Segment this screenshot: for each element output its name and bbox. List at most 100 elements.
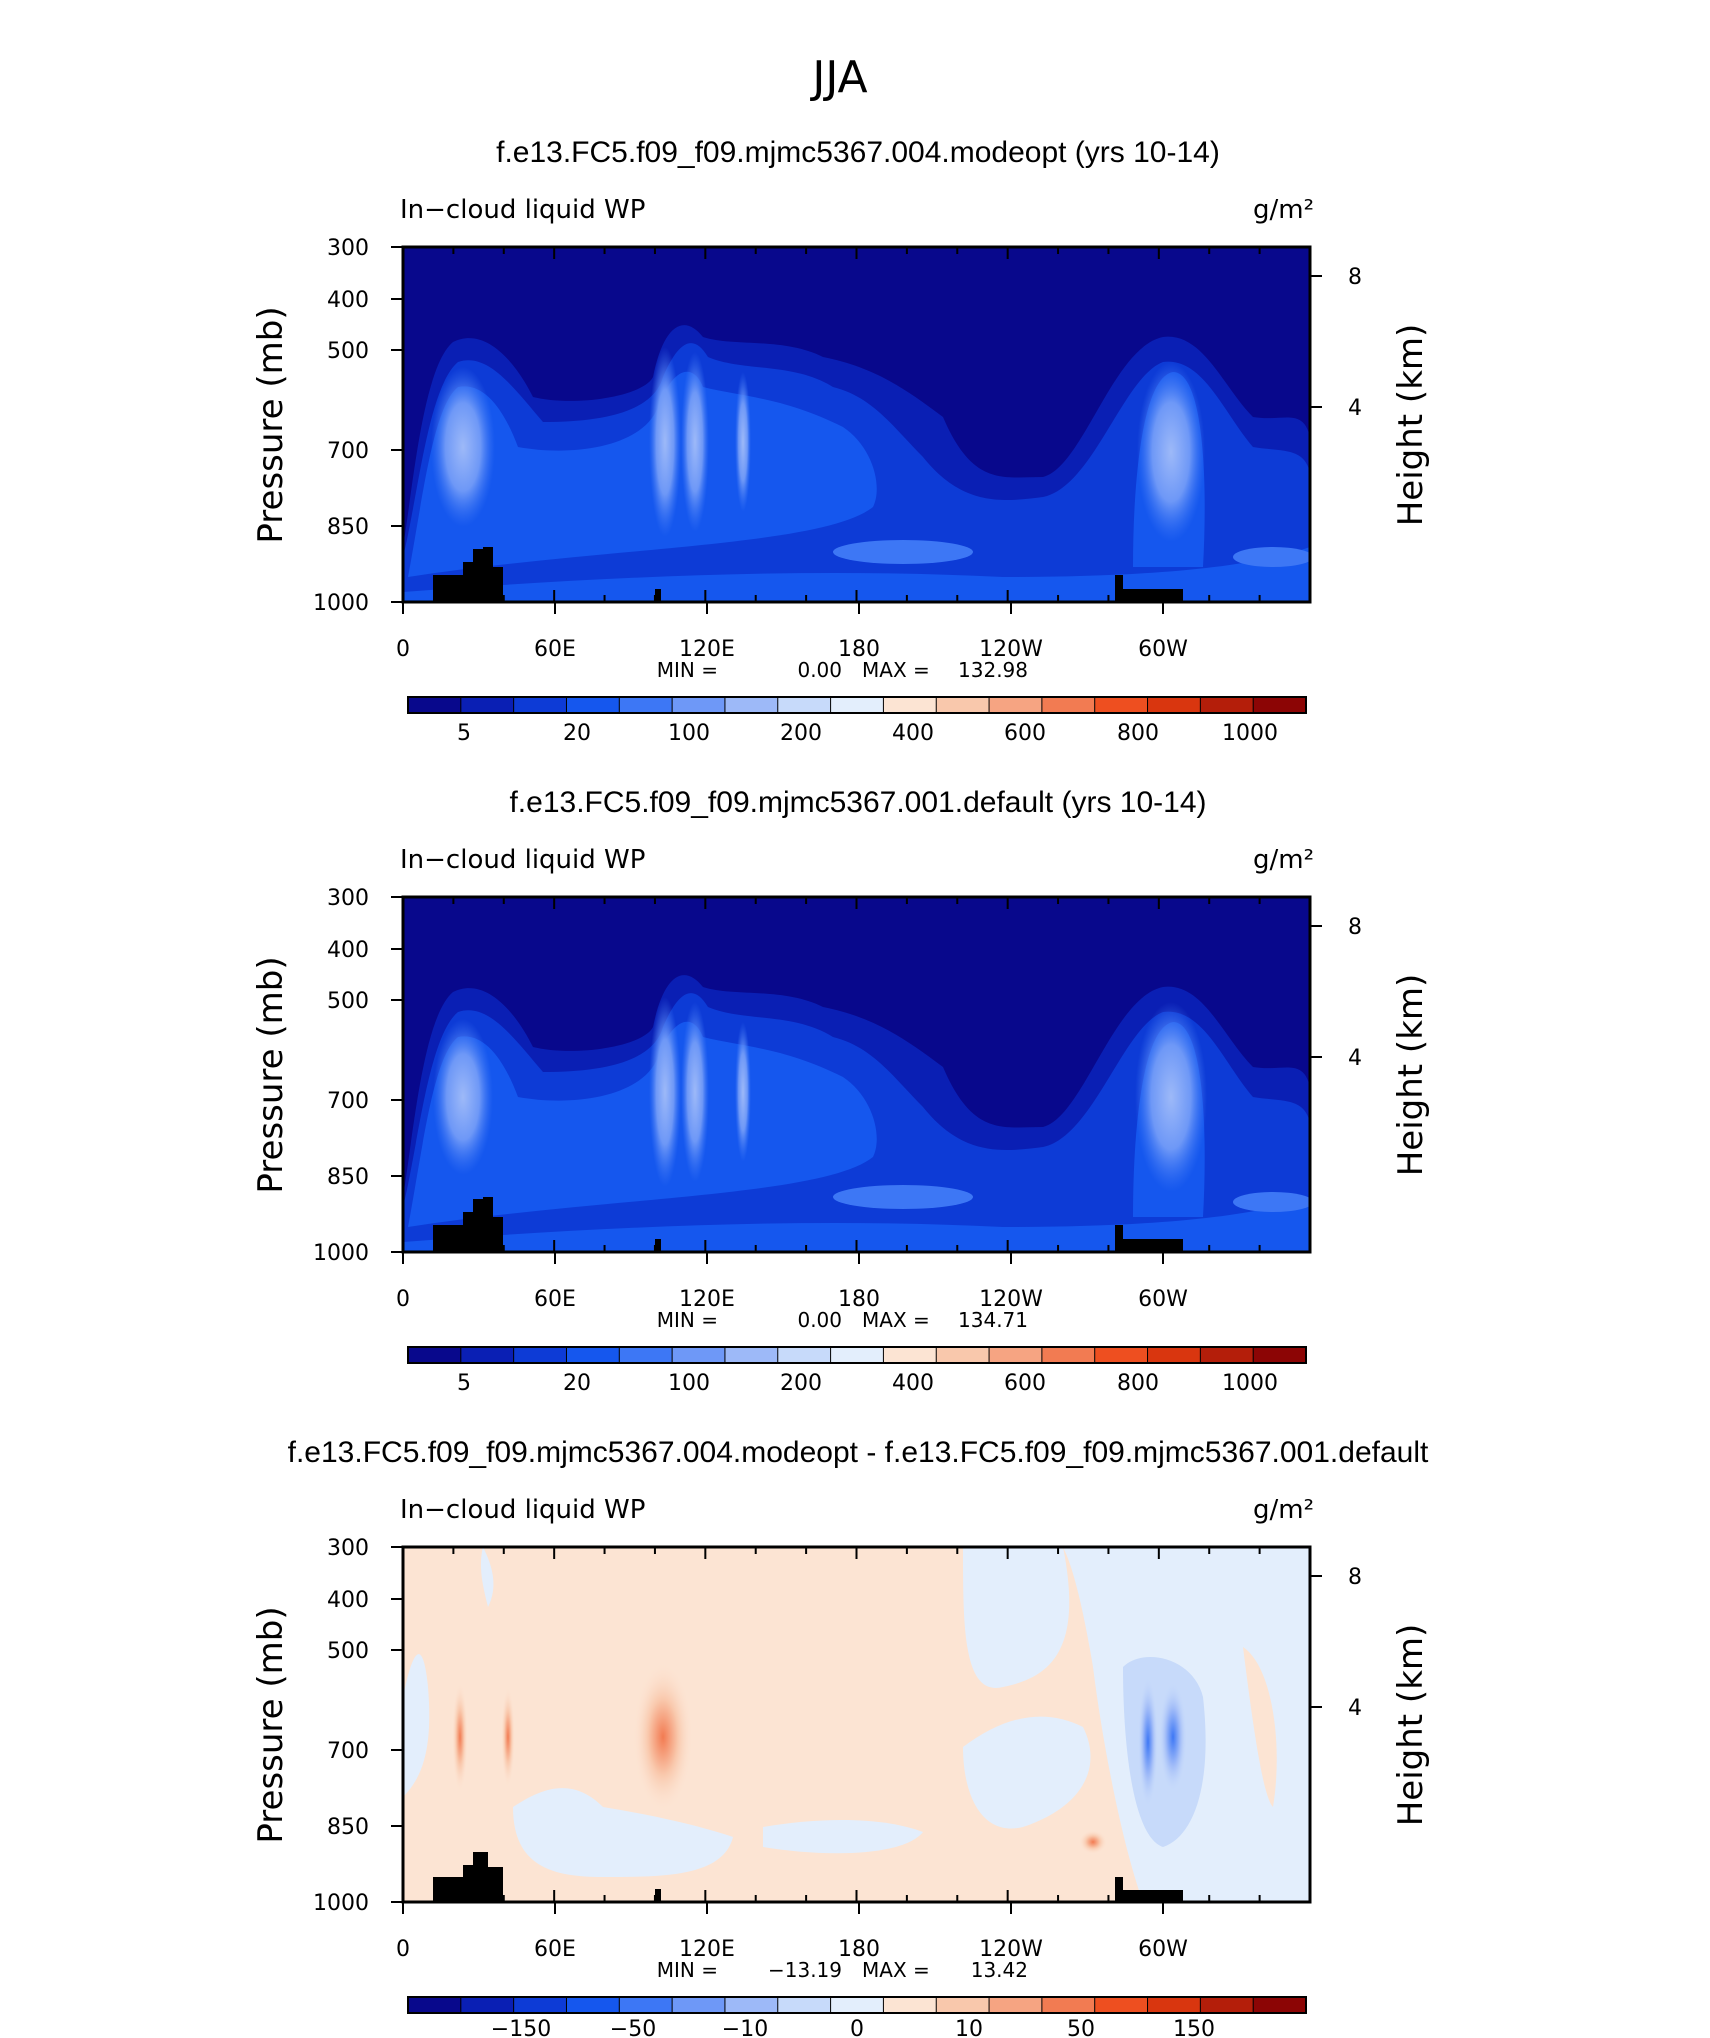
colorbar: 5 20 100 200 400 600 800 1000: [407, 696, 1308, 746]
y-tick-label: 300: [327, 1536, 369, 1561]
contour-neg-pacific: [763, 1820, 923, 1854]
contour-core-indian-a: [649, 347, 681, 537]
colorbar-frame: [407, 1996, 1307, 2014]
max-value: 134.71: [958, 1308, 1028, 1332]
max-label: MAX =: [862, 1958, 930, 1982]
min-value: 0.00: [797, 1308, 842, 1332]
colorbar-cell: [724, 696, 779, 714]
y-axis-label-right: Height (km): [1391, 324, 1431, 527]
x-tick-label: 120E: [679, 1287, 735, 1312]
colorbar-cell: [1041, 1996, 1096, 2014]
min-label: MIN =: [657, 658, 718, 682]
contour-core-america: [1137, 362, 1205, 542]
colorbar-cell: [671, 1346, 726, 1364]
y-ticks-right: 8 4: [1310, 265, 1362, 421]
colorbar-cell: [935, 1346, 991, 1364]
colorbar-cell: [724, 1996, 779, 2014]
colorbar-cell: [618, 1996, 674, 2014]
max-value: 13.42: [971, 1958, 1028, 1982]
colorbar-label: −50: [610, 2017, 656, 2038]
colorbar-cell: [1041, 1346, 1096, 1364]
colorbar-cell: [407, 696, 462, 714]
x-tick-label: 60E: [534, 1287, 576, 1312]
land-mask-africa: [433, 547, 503, 602]
variable-label: In−cloud liquid WP: [400, 195, 645, 225]
min-max-stats: MIN = 0.00 MAX = 132.98: [657, 658, 1028, 682]
colorbar-cell: [1252, 1996, 1308, 2014]
y-right-tick-label: 8: [1348, 915, 1362, 940]
y-tick-label: 300: [327, 886, 369, 911]
colorbar-cell: [513, 1996, 568, 2014]
colorbar-label: 800: [1117, 721, 1159, 746]
y-ticks-right: 8 4: [1310, 1565, 1362, 1721]
units-label: g/m²: [1253, 845, 1314, 875]
colorbar-cell: [1094, 696, 1149, 714]
y-tick-label: 700: [327, 1739, 369, 1764]
y-right-tick-label: 4: [1348, 1696, 1362, 1721]
colorbar-label: 5: [457, 721, 471, 746]
colorbar-cell: [618, 1346, 674, 1364]
contour-neg-core-a: [1138, 1677, 1158, 1807]
colorbar-label: 150: [1173, 2017, 1215, 2038]
y-tick-label: 400: [327, 938, 369, 963]
y-axis-label: Pressure (mb): [251, 956, 291, 1193]
min-label: MIN =: [657, 1308, 718, 1332]
land-mask-americas: [1115, 575, 1183, 602]
x-tick-label: 0: [396, 1937, 410, 1962]
plot-area: [401, 245, 1312, 604]
y-ticks-left: 300 400 500 700 850 1000: [313, 886, 403, 1266]
colorbar-cell: [460, 696, 515, 714]
colorbar-cell: [830, 696, 885, 714]
contour-neg-small: [480, 1547, 494, 1607]
min-max-stats: MIN = 0.00 MAX = 134.71: [657, 1308, 1028, 1332]
contour-neg-central: [963, 1547, 1070, 1688]
colorbar-label: 200: [780, 1371, 822, 1396]
contour-core-america: [1135, 1002, 1207, 1192]
colorbar-label: 20: [563, 1371, 591, 1396]
contour-pos-atlantic: [1243, 1647, 1277, 1807]
y-axis-label: Pressure (mb): [251, 306, 291, 543]
variable-label: In−cloud liquid WP: [400, 845, 645, 875]
y-tick-label: 850: [327, 515, 369, 540]
y-tick-label: 1000: [313, 1891, 369, 1916]
x-tick-label: 120W: [979, 1937, 1043, 1962]
y-right-tick-label: 8: [1348, 265, 1362, 290]
colorbar-cell: [777, 1996, 832, 2014]
panel-1: f.e13.FC5.f09_f09.mjmc5367.004.modeopt (…: [251, 136, 1431, 746]
land-mask-indonesia: [655, 1239, 661, 1252]
min-max-stats: MIN = −13.19 MAX = 13.42: [657, 1958, 1028, 1982]
colorbar-cell: [935, 1996, 991, 2014]
colorbar-cell: [1094, 1996, 1149, 2014]
contour-streak-atlantic: [1233, 1192, 1310, 1212]
colorbar-label: 600: [1004, 1371, 1046, 1396]
colorbar-cell: [1094, 1346, 1149, 1364]
contour-pos-small: [1079, 1830, 1107, 1854]
colorbar-label: 0: [850, 2017, 864, 2038]
land-mask-americas: [1115, 1877, 1183, 1902]
colorbar-cell: [565, 696, 621, 714]
x-ticks: 0 60E 120E 180 120W 60W: [396, 602, 1188, 662]
land-mask-indonesia: [655, 589, 661, 602]
y-axis-label-right: Height (km): [1391, 974, 1431, 1177]
colorbar-label: 200: [780, 721, 822, 746]
contour-streak-atlantic: [1233, 547, 1310, 567]
colorbar-cell: [513, 1346, 568, 1364]
y-tick-label: 700: [327, 1089, 369, 1114]
x-ticks: 0 60E 120E 180 120W 60W: [396, 1902, 1188, 1962]
colorbar-cell: [882, 696, 938, 714]
y-tick-label: 500: [327, 1639, 369, 1664]
figure-title: JJA: [809, 52, 867, 103]
colorbar-label: 400: [892, 1371, 934, 1396]
max-value: 132.98: [958, 658, 1028, 682]
x-tick-label: 180: [838, 1937, 880, 1962]
colorbar-cell: [935, 696, 991, 714]
colorbar-cell: [460, 1996, 515, 2014]
colorbar-cell: [882, 1346, 938, 1364]
y-tick-label: 500: [327, 989, 369, 1014]
plot-area: [401, 1545, 1312, 1904]
x-tick-label: 60E: [534, 637, 576, 662]
x-tick-label: 60E: [534, 1937, 576, 1962]
x-tick-label: 60W: [1138, 1287, 1188, 1312]
colorbar-cell: [777, 1346, 832, 1364]
colorbar-cell: [724, 1346, 779, 1364]
